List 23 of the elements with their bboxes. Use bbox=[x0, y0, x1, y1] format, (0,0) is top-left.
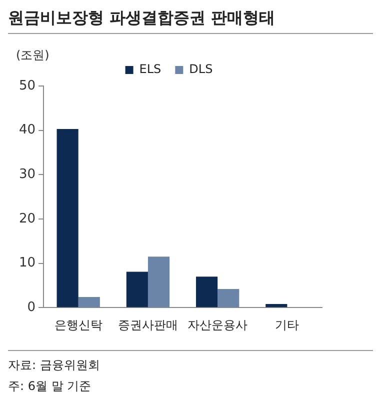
x-tick-label: 은행신탁 bbox=[54, 318, 102, 332]
bar bbox=[78, 296, 100, 308]
text: 주: 6월 말 기준 bbox=[8, 378, 92, 395]
bar bbox=[196, 276, 218, 308]
y-tick-label: 30 bbox=[18, 167, 36, 182]
bar bbox=[148, 256, 170, 308]
y-tick-label: 0 bbox=[27, 300, 36, 315]
bar bbox=[56, 128, 78, 308]
x-tick-label: 자산운용사 bbox=[188, 318, 248, 332]
legend-label: DLS bbox=[189, 62, 213, 76]
bar bbox=[266, 304, 288, 308]
y-tick-label: 10 bbox=[18, 256, 36, 271]
legend-label: ELS bbox=[139, 62, 162, 76]
x-tick-label: 기타 bbox=[275, 318, 300, 332]
bar bbox=[218, 288, 240, 308]
y-tick-label: 20 bbox=[18, 211, 36, 226]
y-axis-title: (조원) bbox=[16, 48, 50, 62]
y-tick-label: 50 bbox=[18, 78, 36, 94]
chart-title: 원금비보장형 파생결합증권 판매형태 bbox=[8, 8, 373, 34]
text: 자료: 금융위원회 bbox=[8, 357, 101, 374]
y-tick-label: 40 bbox=[18, 122, 36, 138]
bar bbox=[126, 272, 148, 308]
x-tick-label: 증권사판매 bbox=[118, 318, 178, 332]
